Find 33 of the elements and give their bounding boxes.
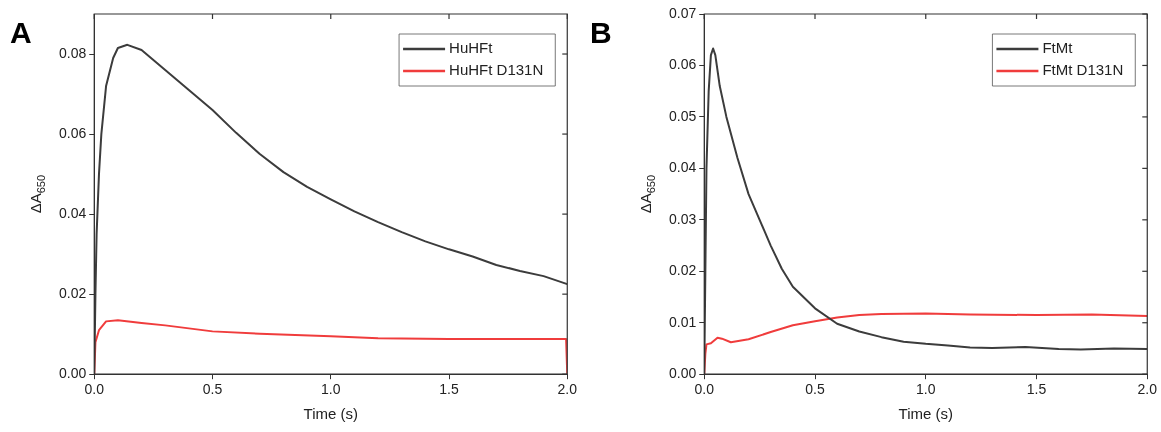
y-tick-label: 0.02 [59,285,87,302]
x-tick-label: 2.0 [1137,381,1158,398]
x-tick-label: 2.0 [557,381,578,398]
x-tick-label: 1.0 [321,381,341,398]
x-tick-label: 0.5 [202,381,223,398]
y-tick-label: 0.05 [669,107,697,124]
chart-title: A [10,16,32,50]
y-tick-label: 0.00 [669,365,697,382]
y-tick-label: 0.06 [59,124,87,141]
y-tick-label: 0.06 [669,56,697,73]
y-axis-title: ΔA650 [637,174,658,214]
x-tick-label: 0.5 [805,381,825,398]
x-axis-title: Time (s) [303,405,358,423]
y-tick-label: 0.00 [59,365,87,382]
x-tick-label: 1.0 [916,381,936,398]
legend-label: FtMt D131N [1042,61,1124,79]
y-tick-label: 0.01 [669,313,697,330]
x-axis-title: Time (s) [898,405,953,423]
x-tick-label: 1.5 [1026,381,1047,398]
legend-label: HuHFt D131N [449,61,544,79]
y-tick-label: 0.04 [669,159,697,176]
x-tick-label: 1.5 [439,381,459,398]
y-axis-title: ΔA650 [27,174,48,214]
chart-title: B [590,16,612,50]
y-tick-label: 0.07 [669,4,697,21]
legend-label: FtMt [1042,39,1074,57]
x-tick-label: 0.0 [84,381,105,398]
y-tick-label: 0.03 [669,210,697,227]
legend-label: HuHFt [449,39,494,57]
y-tick-label: 0.02 [669,262,697,279]
y-tick-label: 0.04 [59,204,87,221]
y-tick-label: 0.08 [59,44,87,61]
x-tick-label: 0.0 [694,381,715,398]
